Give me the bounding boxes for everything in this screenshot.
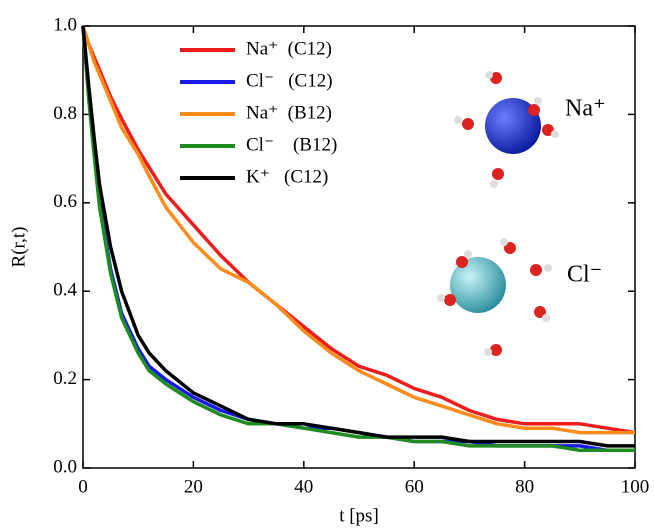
x-axis-label: t [ps] xyxy=(339,505,379,526)
y-tick-label: 0.0 xyxy=(53,456,77,477)
data-line xyxy=(81,25,635,453)
x-tick-label: 0 xyxy=(78,476,88,497)
legend-label: K⁺ (C12) xyxy=(246,166,328,187)
legend-label: Na⁺ (B12) xyxy=(246,102,332,123)
y-tick-label: 0.8 xyxy=(53,103,77,124)
y-tick-label: 1.0 xyxy=(53,14,77,35)
annotation: Cl⁻ xyxy=(567,262,602,288)
x-tick-label: 40 xyxy=(294,476,313,497)
y-axis-label: R(r,t) xyxy=(8,227,29,268)
plot-frame xyxy=(82,25,636,469)
x-tick-label: 20 xyxy=(184,476,203,497)
data-line xyxy=(81,25,635,435)
x-tick-label: 100 xyxy=(621,476,650,497)
legend-label: Cl⁻ (C12) xyxy=(246,70,333,91)
annotation: Na⁺ xyxy=(565,96,606,122)
legend-label: Na⁺ (C12) xyxy=(246,38,332,59)
y-tick-label: 0.4 xyxy=(53,280,77,301)
data-line xyxy=(81,25,635,448)
x-tick-label: 60 xyxy=(405,476,424,497)
x-tick-label: 80 xyxy=(515,476,534,497)
y-tick-label: 0.2 xyxy=(53,368,77,389)
cl-ion-illustration xyxy=(437,238,552,356)
y-tick-label: 0.6 xyxy=(53,191,77,212)
legend-label: Cl⁻ (B12) xyxy=(246,134,337,155)
data-line xyxy=(81,25,635,453)
na-ion-illustration xyxy=(454,71,559,188)
